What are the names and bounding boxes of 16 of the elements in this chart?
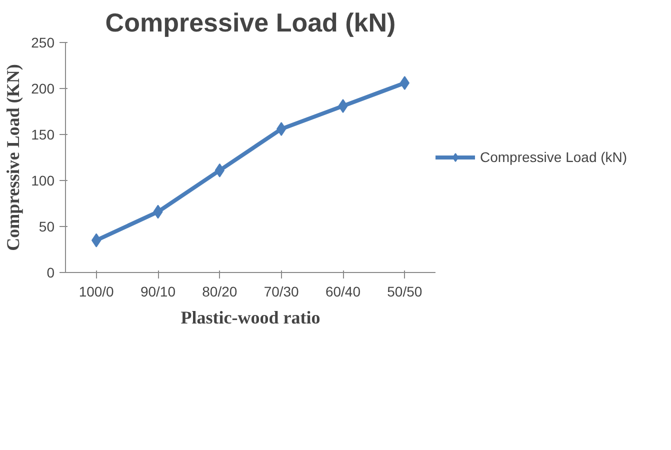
y-tick-label: 250: [31, 34, 55, 50]
chart-title: Compressive Load (kN): [105, 8, 396, 38]
legend-label: Compressive Load (kN): [480, 149, 628, 165]
x-tick-label: 70/30: [264, 284, 300, 300]
y-tick-label: 150: [31, 126, 55, 142]
y-tick-label: 100: [31, 172, 55, 188]
y-tick-label: 200: [31, 80, 55, 96]
x-tick-label: 80/20: [202, 284, 238, 300]
x-axis-title: Plastic-wood ratio: [180, 308, 320, 328]
x-tick-label: 90/10: [140, 284, 176, 300]
x-tick-label: 50/50: [387, 284, 422, 300]
x-tick-label: 100/0: [78, 284, 114, 300]
y-axis-title: Compressive Load (KN): [3, 64, 24, 251]
y-tick-label: 0: [46, 264, 55, 280]
x-tick-label: 60/40: [325, 284, 361, 300]
y-tick-label: 50: [38, 218, 55, 234]
